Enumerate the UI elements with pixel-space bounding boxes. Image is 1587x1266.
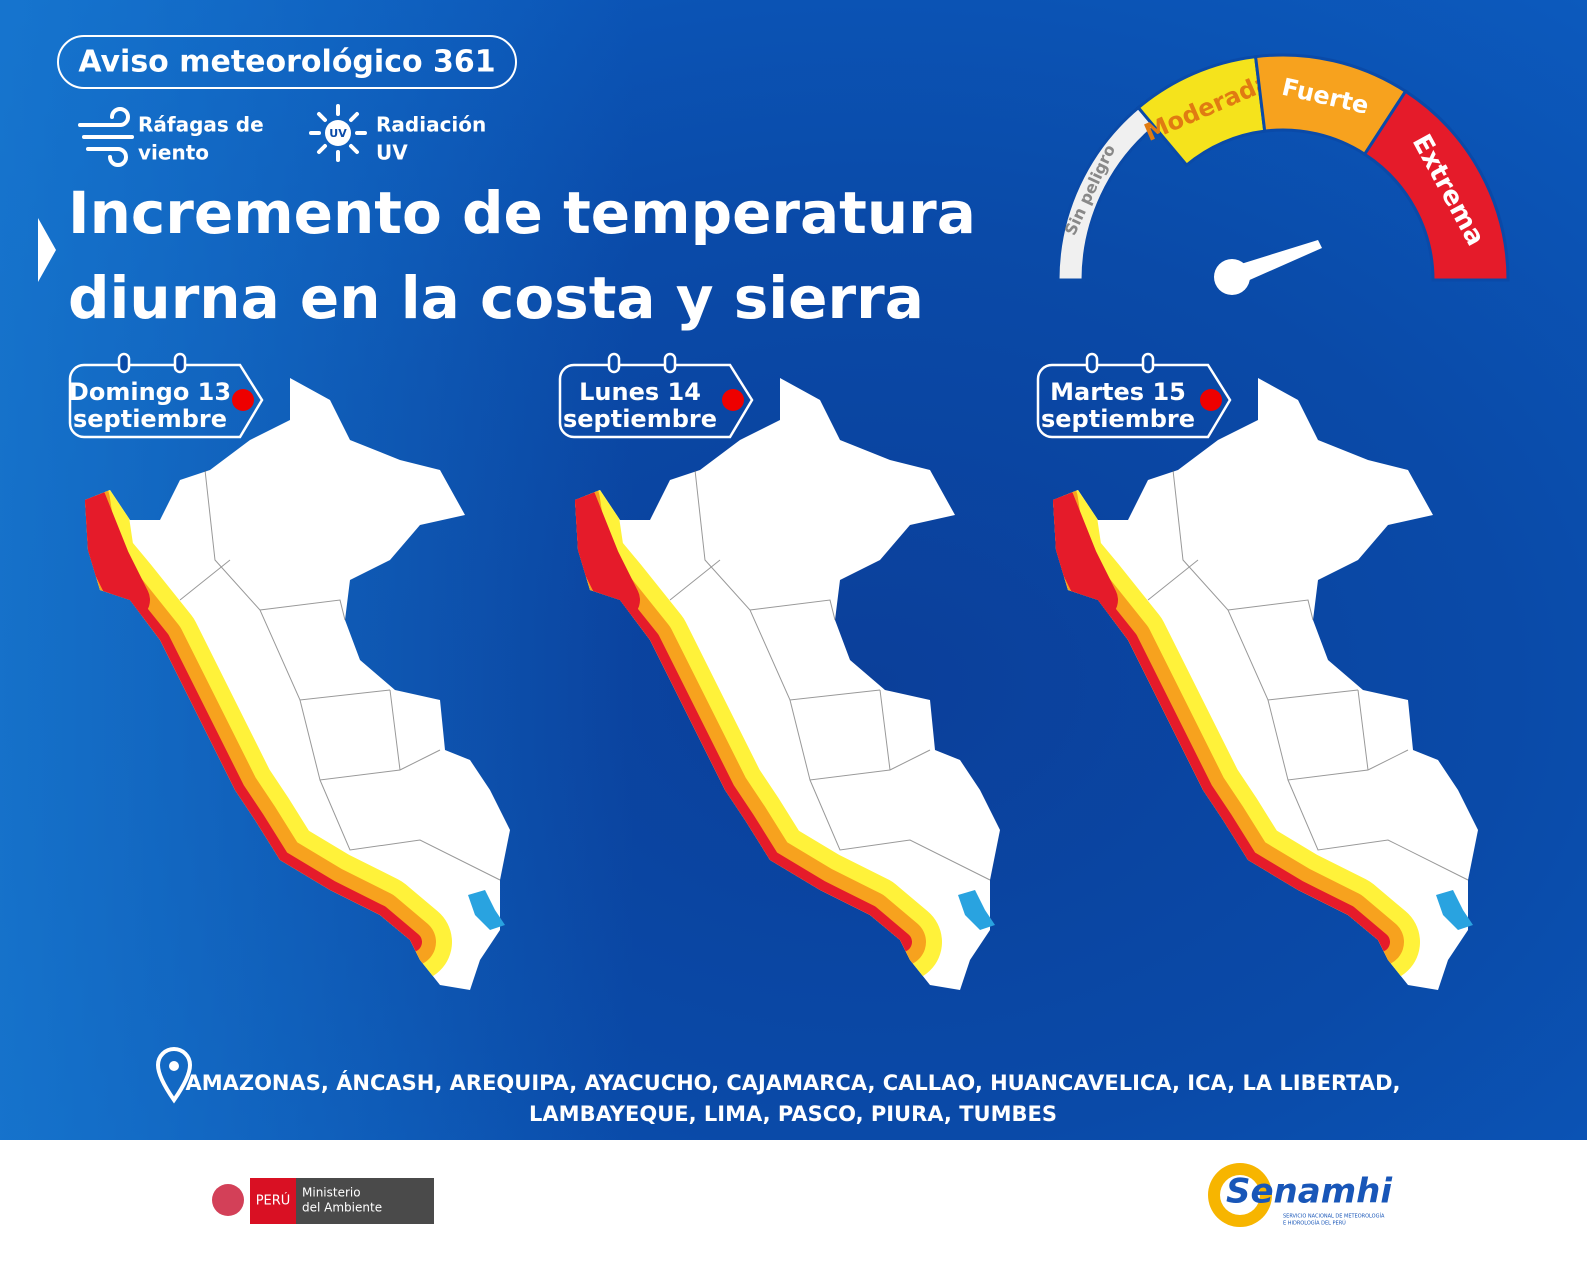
agency-full: E HIDROLOGÍA DEL PERÚ — [1283, 1220, 1346, 1227]
calendar-ring — [117, 352, 131, 374]
uv-icon-text: UV — [329, 127, 347, 140]
date-dot — [722, 389, 744, 411]
calendar-ring — [1141, 352, 1155, 374]
calendar-ring — [1085, 352, 1099, 374]
location-icon — [155, 1047, 193, 1104]
hazard-label: viento — [138, 141, 209, 165]
date-month: septiembre — [1041, 405, 1195, 433]
country-label: PERÚ — [256, 1193, 291, 1209]
senamhi-logo — [1208, 1163, 1272, 1227]
calendar-ring — [663, 352, 677, 374]
ministry-label: del Ambiente — [302, 1201, 382, 1215]
title-line: diurna en la costa y sierra — [68, 264, 924, 332]
hazard-label: UV — [376, 141, 408, 165]
date-day: Domingo 13 — [69, 378, 231, 406]
hazard-label: Radiación — [376, 113, 486, 137]
calendar-ring — [607, 352, 621, 374]
badge-text: Aviso meteorológico 361 — [78, 45, 495, 80]
agency-full: SERVICIO NACIONAL DE METEOROLOGÍA — [1283, 1213, 1385, 1220]
date-tag — [558, 363, 754, 439]
peru-logo — [212, 1178, 434, 1224]
gauge-needle — [1228, 240, 1322, 286]
gauge-segment — [1362, 89, 1510, 282]
date-tag — [68, 363, 264, 439]
date-dot — [1200, 389, 1222, 411]
date-month: septiembre — [73, 405, 227, 433]
wind-icon — [78, 107, 134, 167]
hazard-label: Ráfagas de — [138, 113, 264, 137]
date-dot — [232, 389, 254, 411]
title-line: Incremento de temperatura — [68, 179, 976, 247]
uv-icon — [309, 104, 367, 162]
calendar-ring — [173, 352, 187, 374]
agency-name: Senamhi — [1226, 1172, 1393, 1212]
date-day: Martes 15 — [1050, 378, 1186, 406]
date-month: septiembre — [563, 405, 717, 433]
badge — [57, 35, 517, 89]
regions-line: LAMBAYEQUE, LIMA, PASCO, PIURA, TUMBES — [529, 1102, 1057, 1126]
ministry-label: Ministerio — [302, 1186, 361, 1200]
date-tag — [1036, 363, 1232, 439]
regions-line: AMAZONAS, ÁNCASH, AREQUIPA, AYACUCHO, CA… — [185, 1070, 1400, 1095]
title-marker — [38, 218, 56, 282]
date-day: Lunes 14 — [579, 378, 701, 406]
gauge-hub — [1214, 259, 1250, 295]
